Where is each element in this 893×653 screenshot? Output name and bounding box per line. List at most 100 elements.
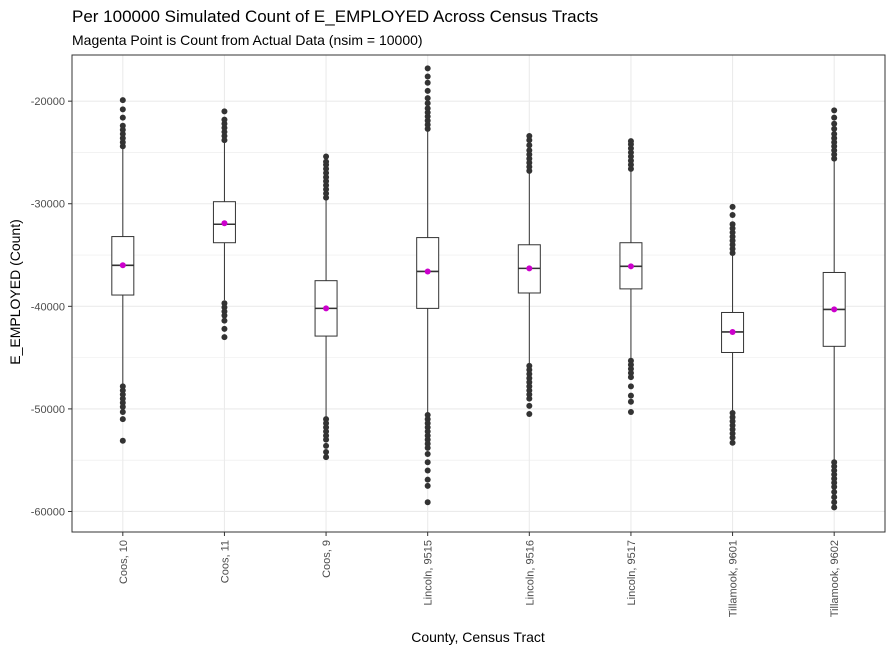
- actual-data-point: [729, 328, 736, 335]
- outlier-point: [831, 499, 838, 506]
- outlier-point: [424, 482, 431, 489]
- outlier-point: [831, 463, 838, 470]
- outlier-point: [323, 158, 330, 165]
- outlier-point: [831, 130, 838, 137]
- outlier-point: [627, 365, 634, 372]
- outlier-point: [424, 121, 431, 128]
- outlier-point: [323, 165, 330, 172]
- outlier-point: [119, 135, 126, 142]
- outlier-point: [323, 169, 330, 176]
- outlier-point: [424, 499, 431, 506]
- actual-data-point: [831, 306, 838, 313]
- outlier-point: [526, 379, 533, 386]
- outlier-point: [119, 143, 126, 150]
- outlier-point: [831, 107, 838, 114]
- outlier-point: [119, 106, 126, 113]
- outlier-point: [424, 125, 431, 132]
- outlier-point: [627, 157, 634, 164]
- outlier-point: [729, 430, 736, 437]
- outlier-point: [323, 182, 330, 189]
- outlier-point: [831, 479, 838, 486]
- outlier-point: [424, 444, 431, 451]
- outlier-point: [831, 483, 838, 490]
- outlier-point: [729, 422, 736, 429]
- outlier-point: [323, 174, 330, 181]
- x-tick-label: Tillamook, 9602: [829, 540, 841, 617]
- outlier-point: [526, 362, 533, 369]
- outlier-point: [323, 186, 330, 193]
- outlier-point: [119, 437, 126, 444]
- outlier-point: [119, 391, 126, 398]
- outlier-point: [729, 229, 736, 236]
- outlier-point: [323, 190, 330, 197]
- outlier-point: [526, 375, 533, 382]
- box-group: [314, 153, 338, 461]
- outlier-point: [424, 428, 431, 435]
- x-tick-label: Coos, 9: [321, 540, 333, 578]
- actual-data-point: [424, 268, 431, 275]
- outlier-point: [831, 471, 838, 478]
- box-group: [416, 65, 440, 506]
- outlier-point: [526, 142, 533, 149]
- outlier-point: [323, 448, 330, 455]
- outlier-point: [729, 221, 736, 228]
- outlier-point: [424, 65, 431, 72]
- actual-data-point: [526, 265, 533, 272]
- outlier-point: [831, 504, 838, 511]
- panel-border: [71, 54, 886, 533]
- outlier-point: [119, 395, 126, 402]
- outlier-point: [831, 459, 838, 466]
- outlier-point: [221, 133, 228, 140]
- outlier-point: [526, 383, 533, 390]
- boxes-layer: [111, 65, 846, 511]
- outlier-point: [323, 416, 330, 423]
- outlier-point: [831, 120, 838, 127]
- outlier-point: [831, 467, 838, 474]
- outlier-point: [323, 153, 330, 160]
- outlier-point: [323, 432, 330, 439]
- outlier-point: [526, 151, 533, 158]
- outlier-point: [526, 402, 533, 409]
- outlier-point: [424, 100, 431, 107]
- outlier-point: [627, 153, 634, 160]
- outlier-point: [119, 126, 126, 133]
- outlier-point: [729, 237, 736, 244]
- outlier-point: [221, 124, 228, 131]
- outlier-point: [424, 432, 431, 439]
- outlier-point: [831, 155, 838, 162]
- outlier-point: [831, 475, 838, 482]
- outlier-point: [119, 122, 126, 129]
- outlier-point: [323, 436, 330, 443]
- outlier-point: [424, 416, 431, 423]
- outlier-point: [831, 125, 838, 132]
- actual-data-point: [323, 305, 330, 312]
- box-group: [111, 97, 135, 444]
- outlier-point: [627, 361, 634, 368]
- x-tick-label: Tillamook, 9601: [728, 540, 740, 617]
- outlier-point: [424, 412, 431, 419]
- outlier-point: [831, 488, 838, 495]
- outlier-point: [627, 138, 634, 145]
- outlier-point: [221, 128, 228, 135]
- y-axis: -20000 -30000 -40000 -50000 -60000: [31, 96, 72, 518]
- chart-title: Per 100000 Simulated Count of E_EMPLOYED…: [72, 7, 598, 26]
- outlier-point: [221, 308, 228, 315]
- outlier-point: [526, 147, 533, 154]
- outlier-point: [221, 300, 228, 307]
- outlier-point: [526, 163, 533, 170]
- outlier-point: [119, 408, 126, 415]
- box-group: [619, 138, 643, 415]
- outlier-point: [729, 439, 736, 446]
- x-tick-label: Coos, 10: [118, 540, 130, 584]
- outlier-point: [729, 212, 736, 219]
- outlier-point: [526, 395, 533, 402]
- outlier-point: [831, 151, 838, 158]
- outlier-point: [627, 357, 634, 364]
- outlier-point: [119, 416, 126, 423]
- x-tick-label: Coos, 11: [219, 540, 231, 583]
- outlier-point: [424, 105, 431, 112]
- outlier-point: [831, 147, 838, 154]
- outlier-point: [221, 108, 228, 115]
- y-tick-label: -40000: [31, 301, 65, 313]
